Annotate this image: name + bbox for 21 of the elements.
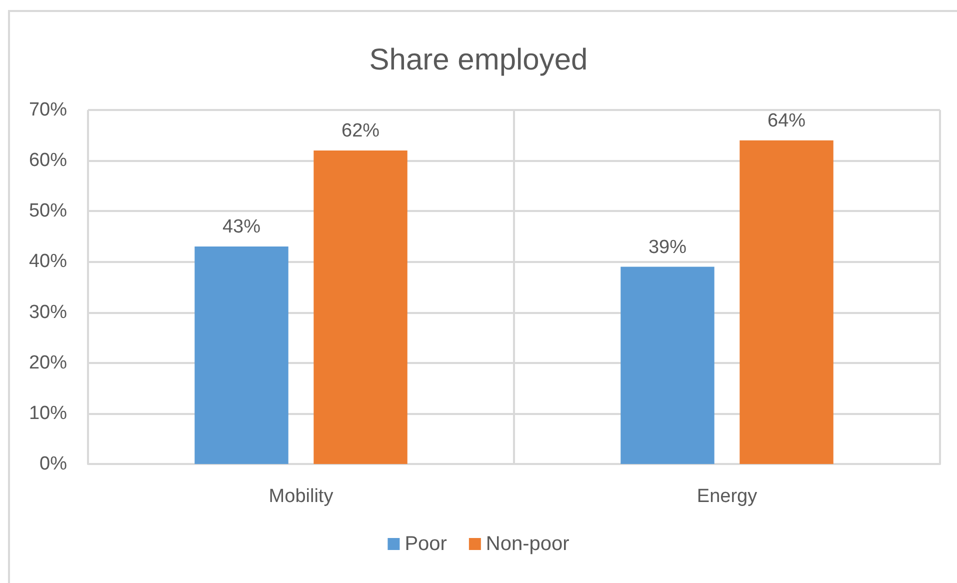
bar (194, 246, 288, 464)
bar (314, 150, 408, 464)
x-tick-label: Mobility (268, 486, 334, 507)
chart-title: Share employed (369, 44, 588, 76)
bar (620, 266, 714, 464)
x-tick-label: Energy (696, 486, 758, 507)
data-label: 64% (767, 110, 806, 132)
y-tick-label: 40% (28, 251, 68, 272)
data-label: 62% (341, 120, 380, 142)
legend-label: Non-poor (486, 533, 570, 555)
y-tick-label: 10% (28, 402, 68, 424)
y-tick-label: 30% (28, 302, 68, 323)
bar (740, 140, 834, 464)
legend-label: Poor (404, 533, 448, 555)
y-tick-label: 70% (28, 100, 68, 120)
data-label: 39% (648, 236, 687, 258)
y-tick-label: 0% (40, 454, 68, 474)
y-tick-label: 60% (28, 150, 68, 172)
data-label: 43% (222, 216, 261, 238)
y-tick-label: 20% (28, 352, 68, 374)
y-tick-label: 50% (28, 200, 68, 222)
